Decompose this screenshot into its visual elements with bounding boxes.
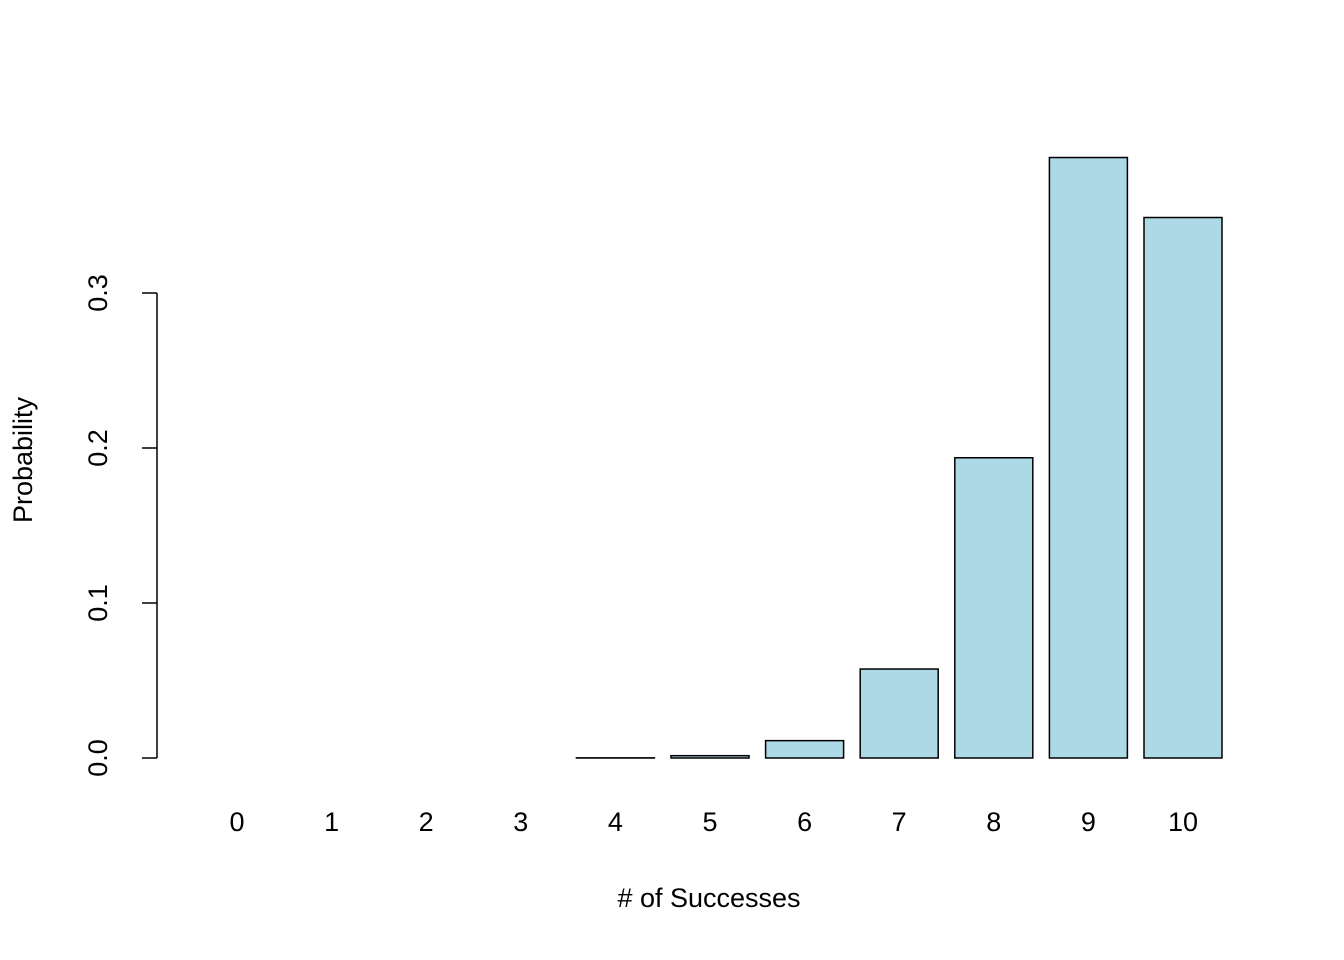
- bar: [670, 754, 750, 759]
- bar: [954, 457, 1034, 759]
- x-tick-label: 1: [324, 807, 339, 837]
- bar: [1048, 156, 1129, 759]
- x-tick-label: 7: [892, 807, 907, 837]
- y-tick-label: 0.3: [83, 274, 113, 312]
- x-tick-label: 6: [797, 807, 812, 837]
- x-tick-label: 9: [1081, 807, 1096, 837]
- bar: [1143, 216, 1223, 759]
- y-tick-label: 0.0: [83, 739, 113, 777]
- x-tick-label: 4: [608, 807, 623, 837]
- x-tick-label: 0: [229, 807, 244, 837]
- y-tick-label: 0.2: [83, 429, 113, 467]
- bar: [859, 668, 939, 759]
- x-tick-label: 8: [986, 807, 1001, 837]
- x-tick-label: 2: [419, 807, 434, 837]
- x-axis-title: # of Successes: [617, 883, 800, 913]
- x-tick-label: 5: [702, 807, 717, 837]
- y-axis-title: Probability: [8, 396, 38, 523]
- bar: [764, 739, 845, 759]
- x-tick-label: 10: [1168, 807, 1198, 837]
- y-tick-label: 0.1: [83, 584, 113, 622]
- x-tick-label: 3: [513, 807, 528, 837]
